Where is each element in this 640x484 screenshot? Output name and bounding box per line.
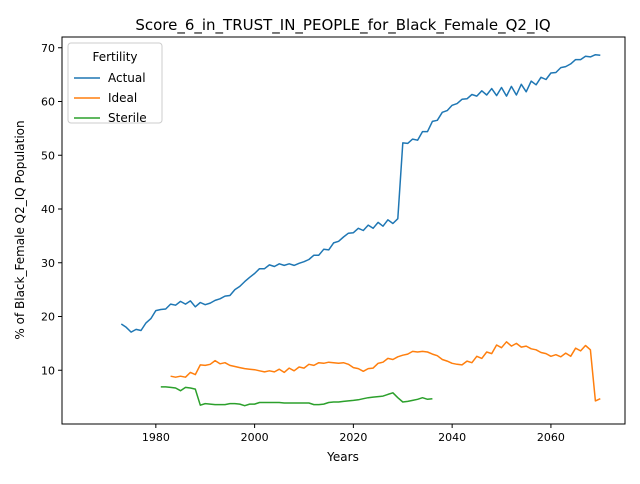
y-axis: 10 20 30 40 50 60 70 — [41, 42, 62, 377]
series-line-sterile — [160, 386, 433, 407]
legend: Fertility Actual Ideal Sterile — [67, 42, 163, 125]
axes-frame — [61, 36, 626, 425]
legend-label-ideal: Ideal — [108, 91, 137, 105]
chart-title: Score_6_in_TRUST_IN_PEOPLE_for_Black_Fem… — [135, 16, 550, 35]
y-tick-label: 60 — [41, 96, 55, 109]
y-tick-label: 20 — [41, 311, 55, 324]
x-tick-label: 2020 — [339, 431, 367, 444]
y-tick-label: 50 — [41, 149, 55, 162]
x-axis-label: Years — [326, 450, 359, 464]
legend-box — [67, 42, 163, 124]
y-tick-label: 40 — [41, 203, 55, 216]
y-axis-label: % of Black_Female Q2_IQ Population — [13, 120, 27, 339]
series-line-ideal — [170, 341, 601, 402]
x-tick-label: 2040 — [438, 431, 466, 444]
x-axis: 1980 2000 2020 2040 2060 — [142, 424, 565, 444]
x-tick-label: 2060 — [537, 431, 565, 444]
y-tick-label: 70 — [41, 42, 55, 55]
y-tick-label: 30 — [41, 257, 55, 270]
x-tick-label: 2000 — [241, 431, 269, 444]
y-tick-label: 10 — [41, 364, 55, 377]
legend-label-actual: Actual — [108, 71, 146, 85]
plot-area — [120, 53, 601, 407]
legend-title: Fertility — [92, 50, 137, 64]
x-tick-label: 1980 — [142, 431, 170, 444]
series-line-actual — [120, 53, 601, 333]
legend-label-sterile: Sterile — [108, 111, 147, 125]
